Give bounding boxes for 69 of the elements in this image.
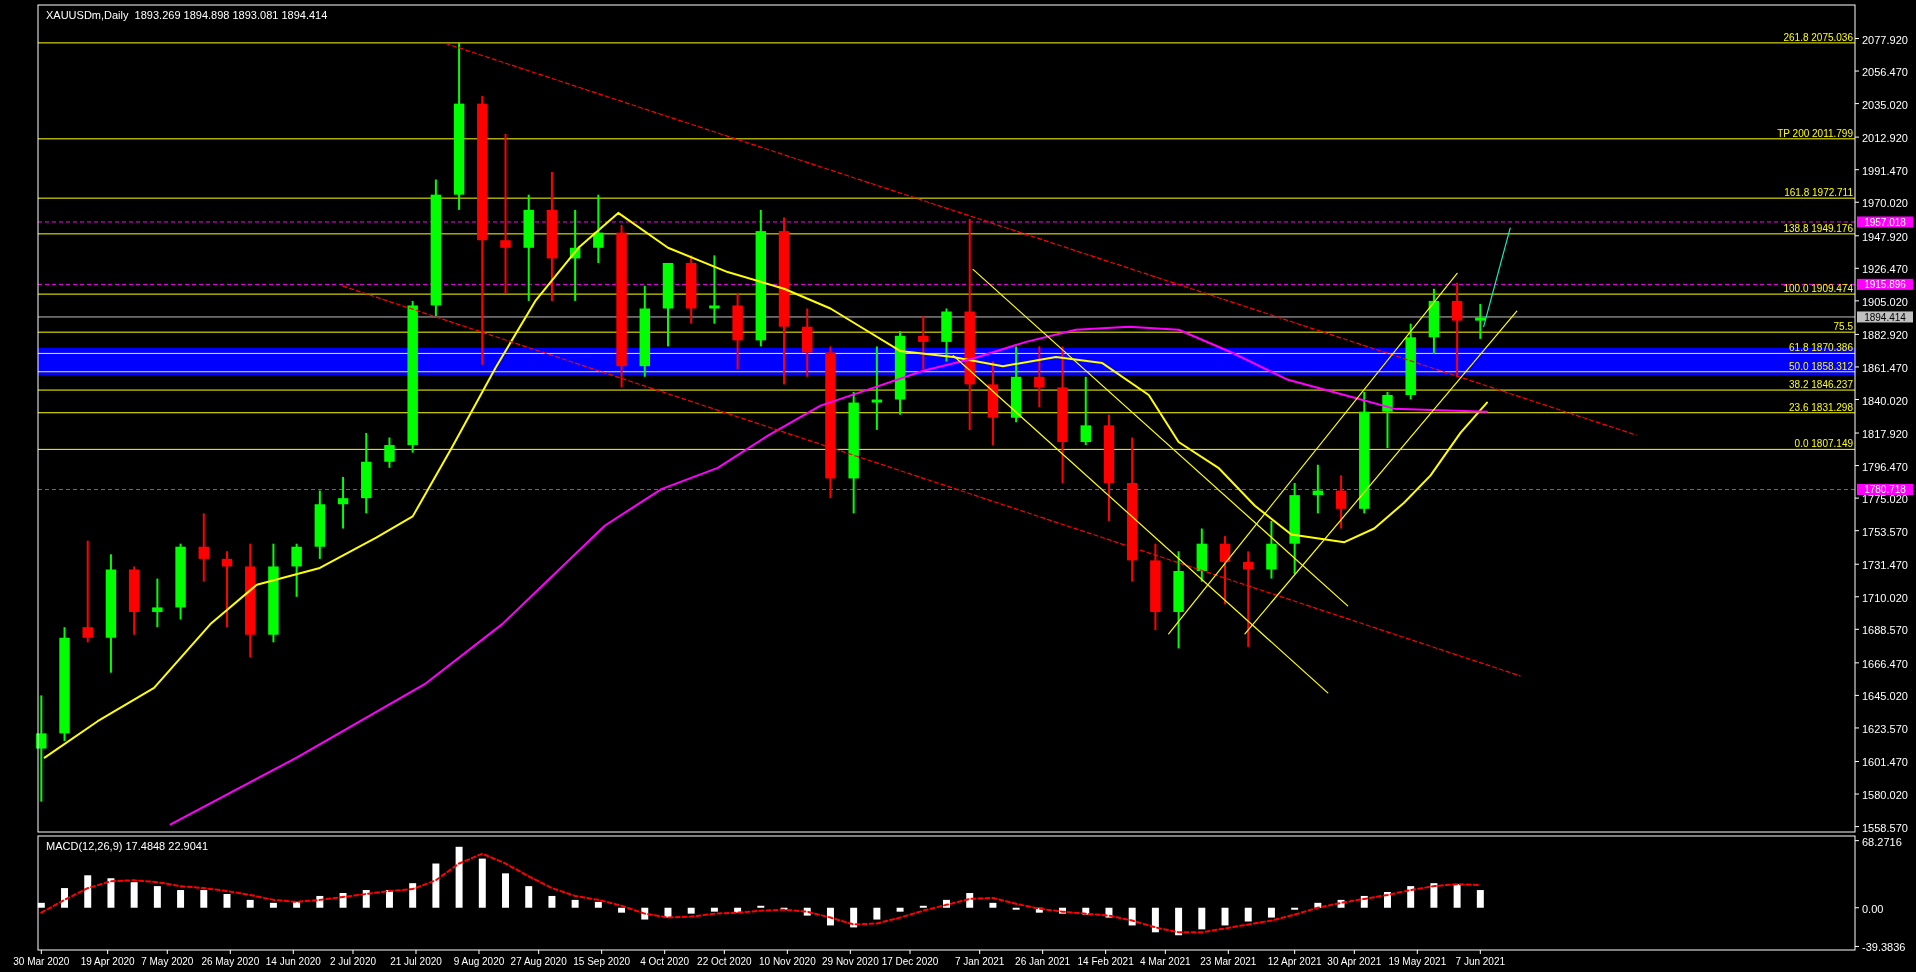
ref-line-label: 50.0 1858.312: [1789, 360, 1854, 372]
x-tick-label: 19 May 2021: [1388, 956, 1447, 967]
ref-line-label: 1915.896: [1864, 279, 1907, 291]
x-tick-label: 7 Jun 2021: [1455, 956, 1506, 967]
y-tick-label: 1796.470: [1862, 460, 1908, 473]
y-tick-label: 1558.570: [1862, 821, 1908, 834]
y-tick-label: 1645.020: [1862, 690, 1908, 703]
ref-line-label: 61.8 1870.386: [1789, 342, 1854, 354]
ref-line-label: 1894.414: [1864, 311, 1907, 323]
x-tick-label: 27 Aug 2020: [510, 956, 568, 967]
x-tick-label: 14 Feb 2021: [1077, 956, 1135, 967]
x-tick-label: 26 Jan 2021: [1015, 956, 1071, 967]
y-tick-label: 1601.470: [1862, 756, 1908, 769]
y-tick-label: 1840.020: [1862, 394, 1908, 407]
x-tick-label: 23 Mar 2021: [1200, 956, 1257, 967]
y-tick-label: 2035.020: [1862, 98, 1908, 111]
y-tick-label: 1710.020: [1862, 591, 1908, 604]
y-tick-label: 1905.020: [1862, 295, 1908, 308]
x-tick-label: 22 Oct 2020: [697, 956, 753, 967]
ref-line-label: 161.8 1972.711: [1784, 187, 1854, 199]
y-tick-label: 1947.920: [1862, 230, 1908, 243]
y-tick-label: 1882.920: [1862, 329, 1908, 342]
x-tick-label: 4 Mar 2021: [1140, 956, 1192, 967]
y-tick-label: 1817.920: [1862, 428, 1908, 441]
x-tick-label: 9 Aug 2020: [453, 956, 505, 967]
y-tick-label: 1991.470: [1862, 164, 1908, 177]
y-tick-label: 2056.470: [1862, 66, 1908, 79]
y-tick-label: 1688.570: [1862, 624, 1908, 637]
x-tick-label: 12 Apr 2021: [1267, 956, 1323, 967]
x-tick-label: 14 Jun 2020: [265, 956, 322, 967]
chart-title: XAUUSDm,Daily 1893.269 1894.898 1893.081 1894.414: [46, 9, 328, 21]
ref-line-label: 100.0 1909.474: [1783, 283, 1854, 295]
x-tick-label: 2 Jul 2020: [329, 956, 377, 967]
x-tick-label: 7 Jan 2021: [954, 956, 1005, 967]
annotation: 75.5: [1833, 321, 1854, 333]
y-tick-label: 1926.470: [1862, 263, 1908, 276]
ref-line-label: 0.0 1807.149: [1794, 438, 1854, 450]
y-tick-label: -39.3836: [1862, 941, 1906, 954]
x-tick-label: 17 Dec 2020: [881, 956, 939, 967]
x-tick-label: 26 May 2020: [201, 956, 260, 967]
y-tick-label: 0.00: [1862, 902, 1884, 915]
y-tick-label: 2012.920: [1862, 132, 1908, 145]
y-tick-label: 1580.020: [1862, 789, 1908, 802]
x-tick-label: 19 Apr 2020: [80, 956, 136, 967]
y-tick-label: 1623.570: [1862, 722, 1908, 735]
x-tick-label: 7 May 2020: [141, 956, 194, 967]
ref-line-label: 1780.718: [1864, 484, 1907, 496]
ref-line-label: 1957.018: [1864, 216, 1907, 228]
y-tick-label: 68.2716: [1862, 835, 1902, 848]
y-tick-label: 1775.020: [1862, 493, 1908, 506]
chart-title: MACD(12,26,9) 17.4848 22.9041: [46, 840, 209, 852]
ref-line-label: 138.8 1949.176: [1783, 222, 1854, 234]
x-tick-label: 30 Mar 2020: [13, 956, 70, 967]
y-tick-label: 1753.570: [1862, 525, 1908, 538]
y-tick-label: 1970.020: [1862, 197, 1908, 210]
ref-line-label: 38.2 1846.237: [1789, 379, 1854, 391]
ref-line-label: TP 200 2011.799: [1777, 127, 1854, 139]
ref-line-label: 261.8 2075.036: [1783, 31, 1854, 43]
y-tick-label: 1666.470: [1862, 657, 1908, 670]
y-tick-label: 1861.470: [1862, 361, 1908, 374]
x-tick-label: 10 Nov 2020: [758, 956, 817, 967]
ref-line-label: 23.6 1831.298: [1789, 401, 1854, 413]
x-tick-label: 21 Jul 2020: [390, 956, 443, 967]
x-tick-label: 15 Sep 2020: [573, 956, 631, 967]
x-tick-label: 29 Nov 2020: [821, 956, 880, 967]
x-tick-label: 4 Oct 2020: [640, 956, 690, 967]
y-tick-label: 1731.470: [1862, 559, 1908, 572]
y-tick-label: 2077.920: [1862, 33, 1908, 46]
x-tick-label: 30 Apr 2021: [1327, 956, 1382, 967]
